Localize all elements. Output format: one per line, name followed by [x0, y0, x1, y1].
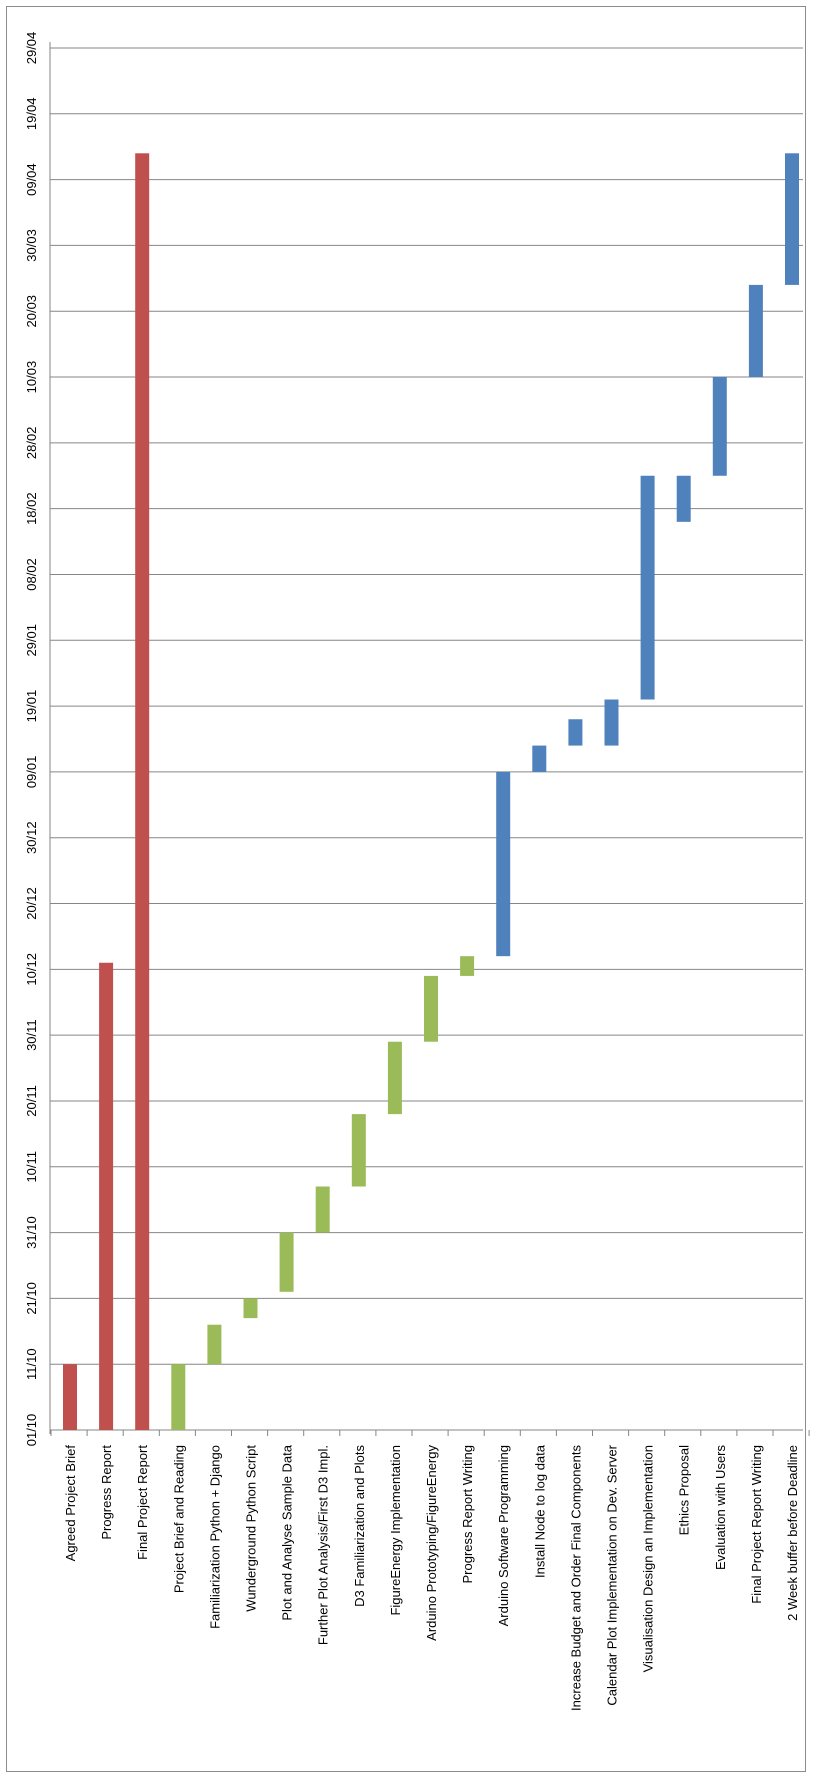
date-tick-label: 01/10 [24, 1414, 39, 1447]
task-label: Evaluation with Users [713, 1445, 728, 1570]
task-bar [496, 771, 511, 957]
task-label: Increase Budget and Order Final Componen… [568, 1445, 583, 1711]
date-tick-label: 30/12 [24, 821, 39, 854]
task-bar [135, 153, 150, 1430]
task-bar [243, 1298, 258, 1319]
date-tick-label: 18/02 [24, 492, 39, 525]
task-bar [63, 1364, 77, 1430]
task-label: Wunderground Python Script [244, 1445, 259, 1612]
task-bar [279, 1232, 294, 1292]
task-label: Arduino Prototyping/FigureEnergy [424, 1445, 439, 1641]
task-label: 2 Week buffer before Deadline [785, 1445, 800, 1621]
task-bar [712, 377, 727, 476]
date-tick-label: 29/04 [24, 32, 39, 65]
task-label: Final Project Report [135, 1445, 150, 1560]
task-bar [99, 962, 114, 1430]
task-label: Agreed Project Brief [63, 1445, 78, 1562]
task-label: Project Brief and Reading [171, 1445, 186, 1593]
task-bar [748, 284, 763, 378]
task-bar [640, 475, 655, 700]
date-tick-label: 21/10 [24, 1282, 39, 1315]
task-bar [387, 1041, 402, 1115]
date-tick-label: 11/10 [24, 1348, 39, 1380]
date-tick-label: 20/03 [24, 295, 39, 328]
task-bar [424, 975, 438, 1042]
task-bar [171, 1364, 186, 1430]
date-tick-label: 29/01 [24, 624, 39, 657]
date-tick-label: 19/04 [24, 98, 39, 131]
task-label: Arduino Software Programming [496, 1445, 511, 1626]
date-tick-label: 19/01 [24, 690, 39, 723]
date-tick-label: 10/03 [24, 361, 39, 394]
task-label: Plot and Analyse Sample Data [280, 1444, 295, 1620]
task-label: FigureEnergy Implementation [388, 1445, 403, 1616]
date-tick-label: 09/01 [24, 756, 39, 789]
task-label: Further Plot Analysis/First D3 Impl. [316, 1445, 331, 1645]
date-tick-label: 20/11 [24, 1085, 39, 1117]
task-label: Progress Report [99, 1445, 114, 1540]
date-tick-label: 09/04 [24, 163, 39, 196]
date-tick-label: 30/03 [24, 229, 39, 262]
task-bar [676, 475, 691, 522]
task-bar [460, 956, 475, 976]
task-label: Calendar Plot Implementation on Dev. Ser… [605, 1444, 620, 1705]
date-tick-label: 10/12 [24, 953, 39, 986]
date-tick-label: 28/02 [24, 427, 39, 460]
task-bar [315, 1186, 330, 1233]
task-label: Familiarization Python + Django [207, 1445, 222, 1629]
task-bar [207, 1324, 222, 1365]
task-label: Install Node to log data [532, 1444, 547, 1578]
task-bar [351, 1114, 366, 1187]
task-label: D3 Familiarization and Plots [352, 1445, 367, 1607]
date-tick-label: 08/02 [24, 558, 39, 591]
task-label: Progress Report Writing [460, 1445, 475, 1583]
date-tick-label: 31/10 [24, 1216, 39, 1249]
date-tick-label: 10/11 [24, 1151, 39, 1183]
task-bar [568, 719, 583, 746]
date-tick-label: 20/12 [24, 887, 39, 920]
task-bar [785, 153, 799, 285]
date-tick-label: 30/11 [24, 1019, 39, 1051]
task-label: Ethics Proposal [677, 1445, 692, 1535]
task-label: Visualisation Design an Implementation [641, 1445, 656, 1672]
task-bar [604, 699, 619, 746]
task-bar [532, 745, 547, 772]
task-label: Final Project Report Writing [749, 1445, 764, 1604]
